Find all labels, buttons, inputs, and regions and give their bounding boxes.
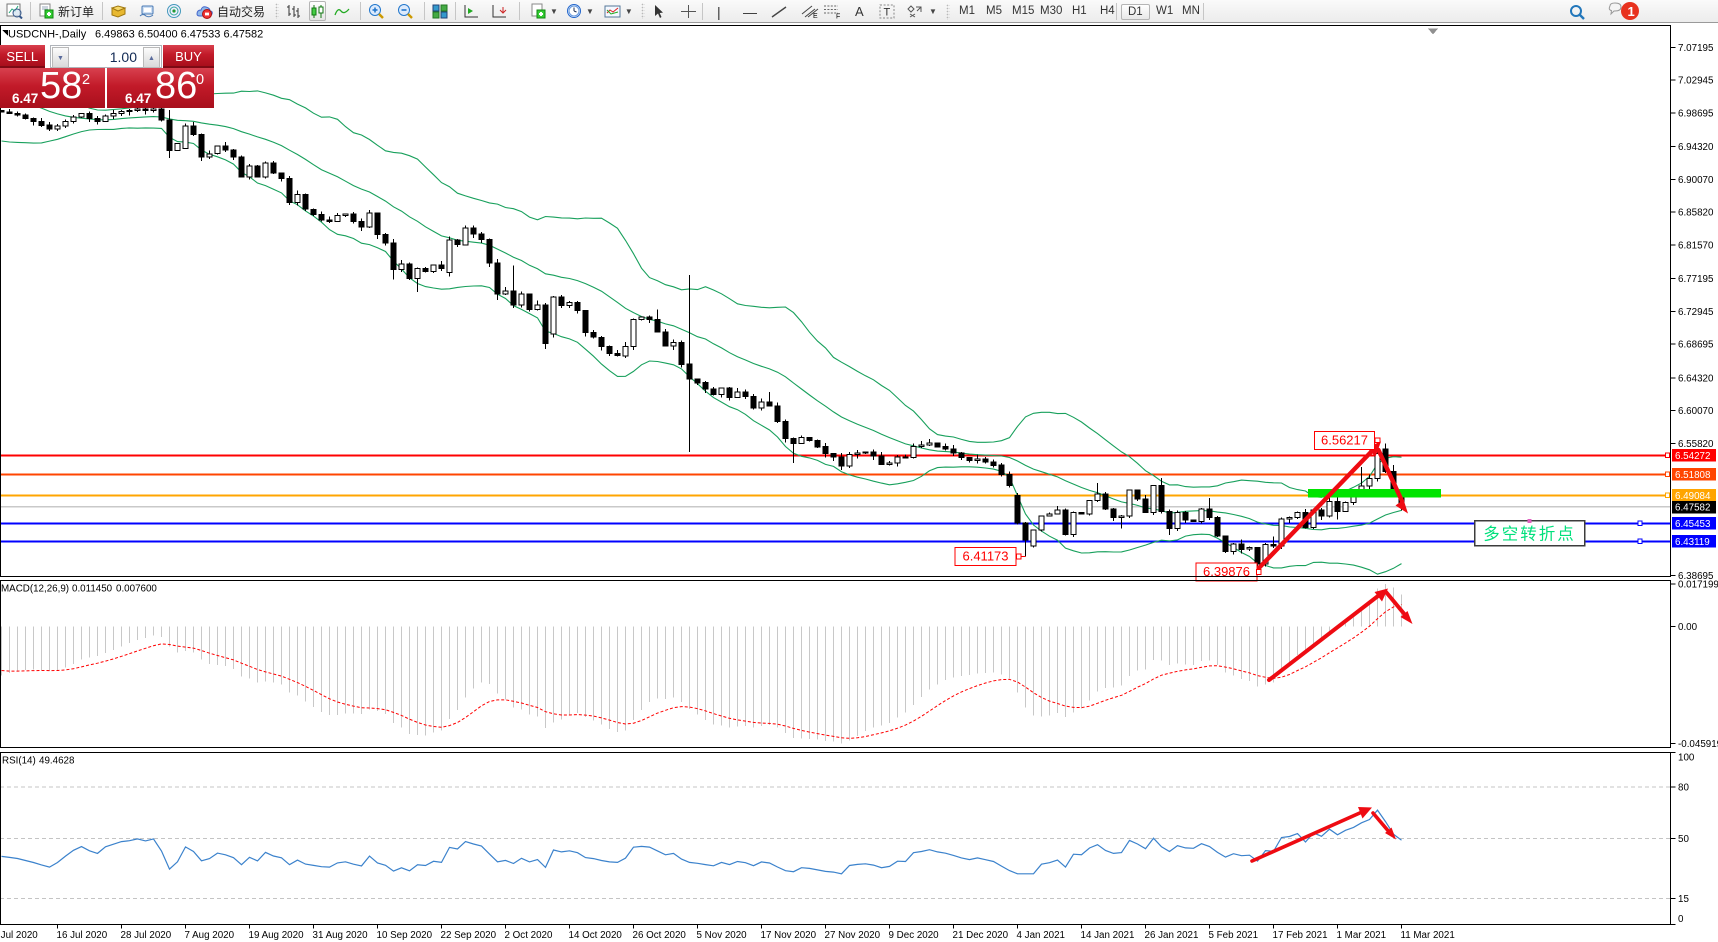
svg-text:6.56217: 6.56217 <box>1321 433 1368 448</box>
svg-text:6.49084: 6.49084 <box>1675 491 1711 502</box>
svg-text:1 Mar 2021: 1 Mar 2021 <box>1337 930 1387 941</box>
svg-text:7 Aug 2020: 7 Aug 2020 <box>185 930 235 941</box>
svg-text:9 Dec 2020: 9 Dec 2020 <box>889 930 940 941</box>
svg-text:100: 100 <box>1678 753 1695 764</box>
svg-text:10 Sep 2020: 10 Sep 2020 <box>377 930 433 941</box>
svg-text:16 Jul 2020: 16 Jul 2020 <box>57 930 108 941</box>
svg-text:5 Nov 2020: 5 Nov 2020 <box>697 930 748 941</box>
svg-text:6.94320: 6.94320 <box>1678 142 1714 153</box>
svg-text:6 Jul 2020: 6 Jul 2020 <box>0 930 38 941</box>
svg-text:F: F <box>836 14 840 20</box>
svg-text:49.4628: 49.4628 <box>39 756 75 767</box>
svg-text:USDCNH-,Daily: USDCNH-,Daily <box>8 29 87 41</box>
svg-text:6.47582: 6.47582 <box>1675 503 1710 514</box>
svg-text:14 Jan 2021: 14 Jan 2021 <box>1081 930 1135 941</box>
svg-text:6.43119: 6.43119 <box>1675 537 1710 548</box>
svg-text:6.77195: 6.77195 <box>1678 274 1714 285</box>
svg-text:6.64320: 6.64320 <box>1678 374 1714 385</box>
svg-text:6.81570: 6.81570 <box>1678 241 1714 252</box>
svg-text:6.49863 6.50400 6.47533 6.4758: 6.49863 6.50400 6.47533 6.47582 <box>95 29 263 41</box>
svg-text:28 Jul 2020: 28 Jul 2020 <box>121 930 172 941</box>
svg-text:RSI(14): RSI(14) <box>2 756 36 767</box>
svg-text:6.38695: 6.38695 <box>1678 571 1714 582</box>
svg-text:26 Oct 2020: 26 Oct 2020 <box>633 930 687 941</box>
svg-text:17 Nov 2020: 17 Nov 2020 <box>761 930 817 941</box>
svg-text:21 Dec 2020: 21 Dec 2020 <box>953 930 1009 941</box>
svg-text:14 Oct 2020: 14 Oct 2020 <box>569 930 623 941</box>
svg-text:27 Nov 2020: 27 Nov 2020 <box>825 930 881 941</box>
svg-text:6.85820: 6.85820 <box>1678 208 1714 219</box>
svg-text:2 Oct 2020: 2 Oct 2020 <box>505 930 553 941</box>
svg-text:11 Mar 2021: 11 Mar 2021 <box>1401 930 1455 941</box>
svg-text:0.00: 0.00 <box>1678 622 1698 633</box>
svg-text:6.90070: 6.90070 <box>1678 175 1714 186</box>
svg-text:0: 0 <box>1678 914 1684 925</box>
svg-text:6.51808: 6.51808 <box>1675 470 1711 481</box>
svg-text:15: 15 <box>1678 894 1689 905</box>
svg-text:T: T <box>884 7 891 19</box>
svg-text:-0.045919: -0.045919 <box>1678 739 1718 750</box>
svg-text:7.02945: 7.02945 <box>1678 76 1714 87</box>
svg-text:80: 80 <box>1678 782 1689 793</box>
svg-text:6.68695: 6.68695 <box>1678 340 1714 351</box>
svg-text:6.54272: 6.54272 <box>1675 451 1710 462</box>
svg-text:22 Sep 2020: 22 Sep 2020 <box>441 930 497 941</box>
svg-text:6.60070: 6.60070 <box>1678 406 1714 417</box>
svg-text:6.45453: 6.45453 <box>1675 519 1711 530</box>
svg-text:7.07195: 7.07195 <box>1678 43 1714 54</box>
svg-text:4 Jan 2021: 4 Jan 2021 <box>1017 930 1065 941</box>
svg-text:26 Jan 2021: 26 Jan 2021 <box>1145 930 1199 941</box>
svg-text:6.41173: 6.41173 <box>962 549 1008 564</box>
svg-text:MACD(12,26,9): MACD(12,26,9) <box>1 584 69 595</box>
svg-text:0.017199: 0.017199 <box>1678 580 1718 591</box>
svg-text:5 Feb 2021: 5 Feb 2021 <box>1209 930 1259 941</box>
svg-text:17 Feb 2021: 17 Feb 2021 <box>1273 930 1328 941</box>
svg-text:1: 1 <box>1628 4 1635 19</box>
svg-text:19 Aug 2020: 19 Aug 2020 <box>249 930 305 941</box>
svg-text:31 Aug 2020: 31 Aug 2020 <box>313 930 369 941</box>
svg-text:多空转折点: 多空转折点 <box>1483 525 1576 544</box>
svg-text:0.011450: 0.011450 <box>72 584 113 595</box>
svg-text:6.55820: 6.55820 <box>1678 439 1714 450</box>
svg-text:50: 50 <box>1678 834 1689 845</box>
svg-text:E: E <box>813 13 818 19</box>
svg-text:6.39876: 6.39876 <box>1203 564 1250 579</box>
svg-text:6.98695: 6.98695 <box>1678 108 1714 119</box>
svg-text:0.007600: 0.007600 <box>116 584 157 595</box>
svg-text:6.72945: 6.72945 <box>1678 307 1714 318</box>
